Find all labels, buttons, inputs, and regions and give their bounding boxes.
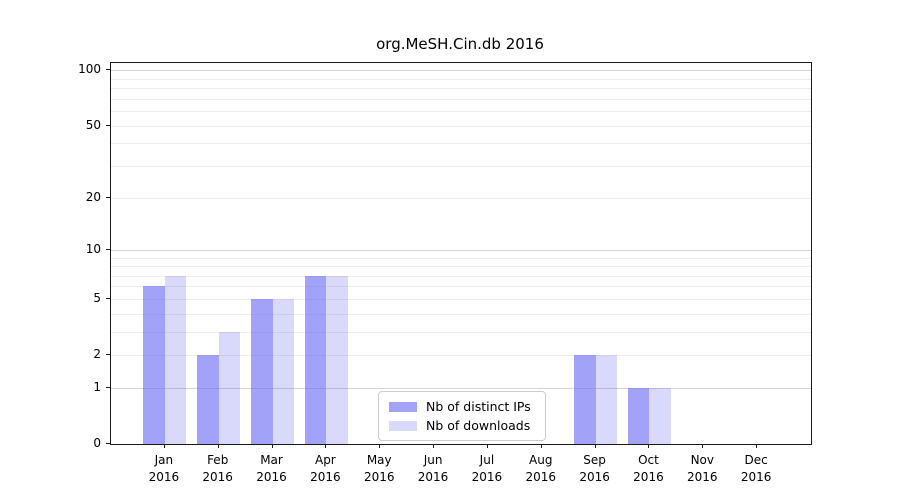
y-tick-mark-10 — [106, 248, 110, 250]
bar-jan-distinct-ips — [143, 286, 165, 444]
y-tick-label-2: 2 — [93, 347, 101, 362]
y-tick-label-1: 1 — [93, 379, 101, 394]
x-tick-label-feb: Feb 2016 — [202, 453, 233, 484]
bar-oct-downloads — [649, 387, 671, 444]
y-tick-label-5: 5 — [93, 290, 101, 305]
bar-apr-downloads — [326, 275, 348, 444]
legend-item-downloads: Nb of downloads — [389, 419, 535, 432]
gridline-y-5 — [111, 298, 811, 300]
y-tick-mark-0 — [106, 443, 110, 444]
x-tick-mark-apr — [325, 444, 327, 448]
bar-feb-distinct-ips — [197, 355, 219, 444]
y-tick-mark-50 — [106, 124, 110, 126]
bar-sep-downloads — [595, 355, 618, 444]
legend-label-distinct-ips: Nb of distinct IPs — [426, 399, 531, 414]
x-tick-label-jul: Jul 2016 — [471, 453, 503, 484]
bar-feb-downloads — [218, 331, 241, 444]
y-tick-mark-100 — [106, 69, 110, 71]
y-tick-label-50: 50 — [85, 117, 101, 132]
gridline-y-30 — [111, 166, 811, 167]
x-tick-label-nov: Nov 2016 — [687, 453, 718, 484]
x-tick-label-aug: Aug 2016 — [525, 453, 557, 484]
gridline-y-50 — [111, 125, 811, 127]
plot-area: Nb of distinct IPs Nb of downloads — [110, 62, 812, 445]
gridline-y-6 — [111, 286, 811, 288]
gridline-y-70 — [111, 98, 811, 100]
bar-mar-distinct-ips — [251, 298, 273, 444]
x-tick-mark-sep — [594, 444, 596, 448]
gridline-y-60 — [111, 111, 811, 113]
legend: Nb of distinct IPs Nb of downloads — [378, 391, 546, 441]
x-tick-mark-dec — [756, 444, 758, 448]
x-tick-label-apr: Apr 2016 — [310, 453, 341, 484]
x-tick-mark-oct — [648, 444, 650, 448]
gridline-y-90 — [111, 78, 811, 80]
x-tick-mark-nov — [702, 444, 704, 448]
gridline-y-40 — [111, 143, 811, 145]
x-tick-label-jun: Jun 2016 — [417, 453, 449, 484]
y-tick-label-10: 10 — [85, 241, 101, 256]
gridline-y-2 — [111, 355, 811, 357]
y-tick-mark-2 — [106, 354, 110, 356]
x-tick-label-sep: Sep 2016 — [579, 453, 610, 484]
gridline-y-10 — [111, 249, 811, 251]
y-tick-mark-1 — [106, 386, 110, 388]
gridline-y-1 — [111, 387, 811, 389]
legend-label-downloads: Nb of downloads — [426, 418, 531, 433]
bar-oct-distinct-ips — [627, 387, 650, 444]
gridline-y-9 — [111, 257, 811, 259]
gridline-y-3 — [111, 331, 811, 333]
x-tick-label-may: May 2016 — [363, 453, 395, 484]
x-tick-mark-mar — [271, 444, 273, 448]
x-tick-mark-jan — [163, 444, 165, 448]
gridline-y-100 — [111, 70, 811, 72]
gridline-y-8 — [111, 266, 811, 268]
gridline-y-80 — [111, 88, 811, 90]
y-tick-mark-20 — [106, 196, 110, 198]
legend-swatch-downloads — [389, 420, 417, 431]
gridline-y-7 — [111, 275, 811, 277]
chart-title: org.MeSH.Cin.db 2016 — [376, 35, 544, 53]
y-tick-mark-5 — [106, 297, 110, 299]
bar-jan-downloads — [164, 275, 187, 444]
y-tick-label-100: 100 — [78, 62, 101, 77]
bar-apr-distinct-ips — [304, 275, 327, 444]
x-tick-mark-may — [379, 444, 381, 448]
x-tick-mark-jun — [433, 444, 435, 448]
x-tick-label-jan: Jan 2016 — [148, 453, 180, 484]
bar-sep-distinct-ips — [574, 355, 596, 444]
x-tick-mark-feb — [217, 444, 219, 448]
gridline-y-20 — [111, 197, 811, 199]
gridline-y-4 — [111, 313, 811, 315]
x-tick-label-mar: Mar 2016 — [256, 453, 287, 484]
legend-item-distinct-ips: Nb of distinct IPs — [389, 400, 535, 413]
x-tick-mark-jul — [486, 444, 488, 448]
y-tick-label-20: 20 — [85, 189, 101, 204]
y-tick-label-0: 0 — [93, 436, 101, 450]
x-tick-label-dec: Dec 2016 — [740, 453, 772, 484]
bar-mar-downloads — [272, 298, 295, 444]
x-tick-label-oct: Oct 2016 — [633, 453, 664, 484]
legend-swatch-distinct-ips — [389, 401, 417, 412]
x-tick-mark-aug — [540, 444, 542, 448]
